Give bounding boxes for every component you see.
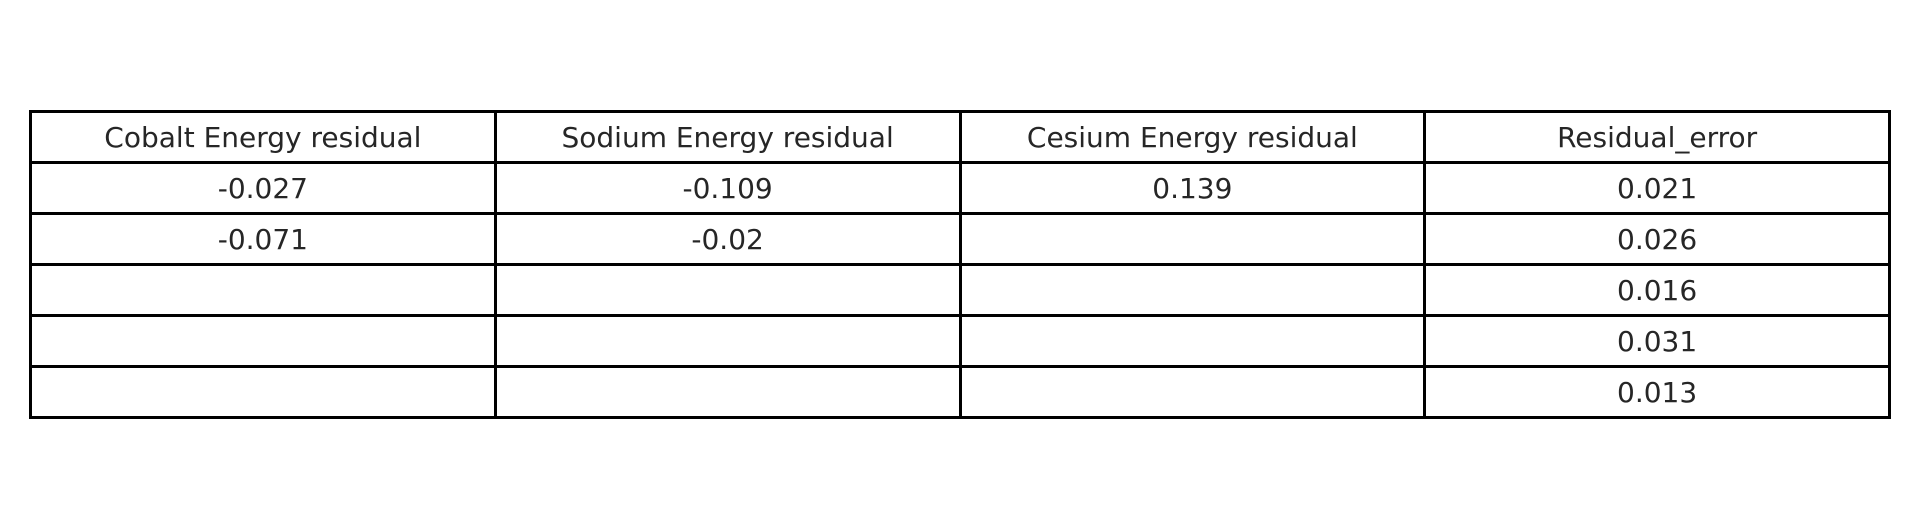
table-cell: 0.013 bbox=[1423, 365, 1891, 419]
column-header-sodium: Sodium Energy residual bbox=[493, 110, 962, 164]
table-cell bbox=[958, 263, 1427, 317]
table-cell: 0.026 bbox=[1423, 212, 1891, 266]
table-cell bbox=[29, 365, 497, 419]
residual-table-container: Cobalt Energy residual Sodium Energy res… bbox=[29, 110, 1891, 419]
table-cell: 0.031 bbox=[1423, 314, 1891, 368]
table-cell bbox=[958, 212, 1427, 266]
table-cell bbox=[493, 365, 962, 419]
table-cell: -0.02 bbox=[493, 212, 962, 266]
table-cell: -0.109 bbox=[493, 161, 962, 215]
table-row: -0.071 -0.02 0.026 bbox=[29, 212, 1891, 266]
column-header-cobalt: Cobalt Energy residual bbox=[29, 110, 497, 164]
table-row: 0.031 bbox=[29, 314, 1891, 368]
table-cell: 0.021 bbox=[1423, 161, 1891, 215]
table-cell: 0.139 bbox=[958, 161, 1427, 215]
table-cell bbox=[958, 314, 1427, 368]
table-cell bbox=[493, 314, 962, 368]
table-row: -0.027 -0.109 0.139 0.021 bbox=[29, 161, 1891, 215]
table-cell bbox=[958, 365, 1427, 419]
column-header-cesium: Cesium Energy residual bbox=[958, 110, 1427, 164]
table-header-row: Cobalt Energy residual Sodium Energy res… bbox=[29, 110, 1891, 164]
residual-table: Cobalt Energy residual Sodium Energy res… bbox=[29, 110, 1891, 419]
table-cell bbox=[29, 314, 497, 368]
table-cell bbox=[493, 263, 962, 317]
table-row: 0.016 bbox=[29, 263, 1891, 317]
table-cell: -0.071 bbox=[29, 212, 497, 266]
table-cell: 0.016 bbox=[1423, 263, 1891, 317]
table-cell: -0.027 bbox=[29, 161, 497, 215]
table-row: 0.013 bbox=[29, 365, 1891, 419]
table-cell bbox=[29, 263, 497, 317]
column-header-residual-error: Residual_error bbox=[1423, 110, 1891, 164]
